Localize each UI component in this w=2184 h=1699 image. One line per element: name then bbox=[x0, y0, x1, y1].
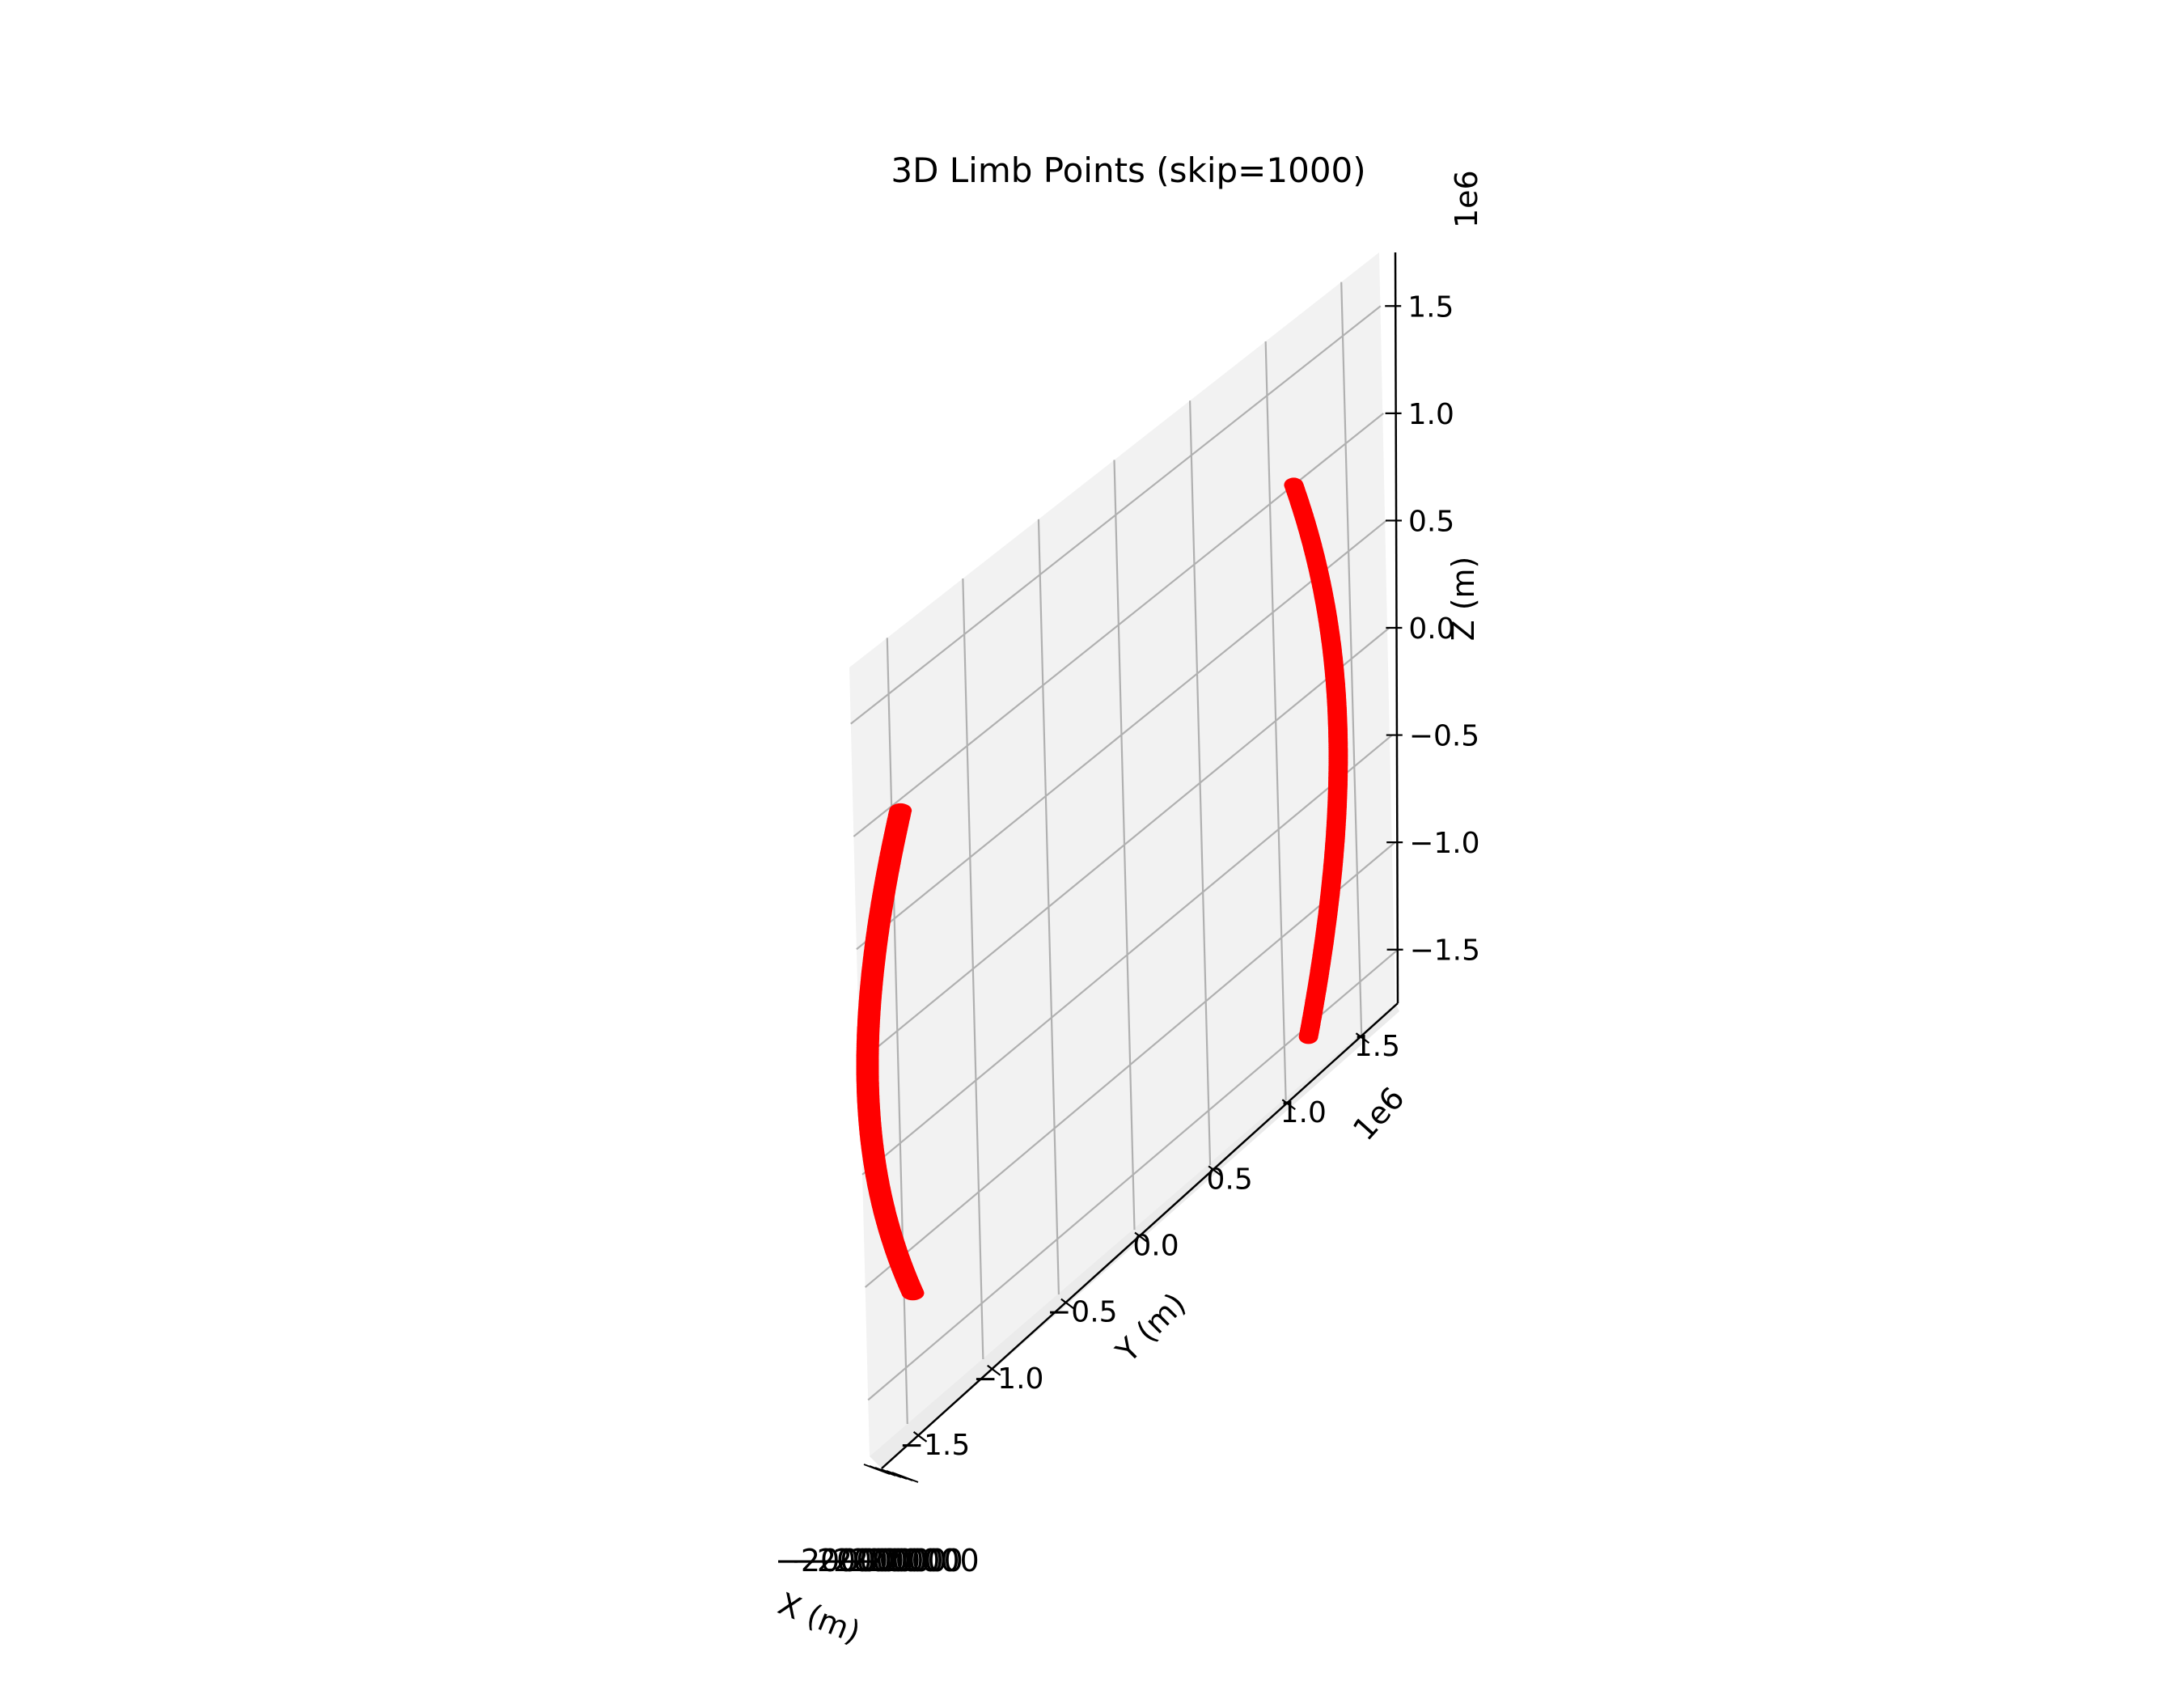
y-tick-label-0: −1.5 bbox=[899, 1429, 970, 1462]
x-tick-mark-5 bbox=[891, 1472, 919, 1483]
x-tick-label-0: −20000 bbox=[775, 1543, 899, 1578]
grid-line-horizontal-3 bbox=[858, 627, 1390, 1063]
y-tick-label-5: 1.0 bbox=[1280, 1096, 1327, 1129]
z-tick-label-4: 0.5 bbox=[1408, 505, 1454, 538]
x-tick-label-3: −20000 bbox=[823, 1543, 947, 1578]
z-offset-text: 1e6 bbox=[1449, 170, 1484, 228]
z-axis-ticks: −1.5 −1.0 −0.5 0.0 0.5 1.0 1.5 bbox=[1385, 290, 1480, 968]
z-tick-label-3: 0.0 bbox=[1408, 612, 1454, 646]
y-axis-label: Y (m) bbox=[1108, 1286, 1192, 1370]
z-tick-label-5: 1.0 bbox=[1408, 398, 1454, 431]
back-pane bbox=[849, 252, 1395, 1456]
left-limb-point-260 bbox=[901, 1286, 925, 1301]
grid-line-horizontal-4 bbox=[856, 519, 1387, 951]
y-tick-label-4: 0.5 bbox=[1207, 1163, 1253, 1196]
scatter-points bbox=[856, 477, 1348, 1301]
y-tick-mark-5 bbox=[1281, 1099, 1296, 1111]
grid-line-horizontal-6 bbox=[850, 305, 1382, 725]
grid-line-horizontal-1 bbox=[864, 841, 1396, 1288]
z-tick-label-6: 1.5 bbox=[1407, 290, 1454, 324]
x-tick-label-5: −20000 bbox=[856, 1543, 980, 1578]
x-axis: −20000−20000−20000−20000−20000−20000 bbox=[775, 1464, 980, 1578]
y-tick-label-3: 0.0 bbox=[1132, 1230, 1179, 1263]
z-tick-label-1: −1.0 bbox=[1409, 827, 1479, 860]
y-tick-mark-0 bbox=[912, 1431, 928, 1443]
x-axis-label: X (m) bbox=[773, 1586, 866, 1650]
x-tick-label-2: −20000 bbox=[807, 1543, 931, 1578]
y-axis-ticks: −1.5−1.0−0.5 0.0 0.5 1.0 1.5 bbox=[899, 1030, 1400, 1462]
right-limb-point-260 bbox=[1298, 1029, 1318, 1044]
y-tick-mark-4 bbox=[1208, 1165, 1222, 1177]
x-tick-label-4: −20000 bbox=[840, 1543, 963, 1578]
z-tick-label-0: −1.5 bbox=[1410, 934, 1480, 968]
y-tick-label-2: −0.5 bbox=[1047, 1296, 1117, 1329]
y-tick-mark-3 bbox=[1134, 1231, 1149, 1244]
z-tick-label-2: −0.5 bbox=[1409, 720, 1479, 753]
bottom-pane bbox=[870, 1003, 1399, 1468]
y-tick-mark-1 bbox=[987, 1364, 1001, 1376]
chart-title: 3D Limb Points (skip=1000) bbox=[891, 150, 1365, 190]
y-tick-label-1: −1.0 bbox=[973, 1362, 1043, 1396]
y-tick-label-6: 1.5 bbox=[1354, 1030, 1400, 1063]
z-axis-label: Z (m) bbox=[1445, 557, 1481, 642]
x-tick-label-1: −20000 bbox=[791, 1543, 915, 1578]
y-offset-text: 1e6 bbox=[1346, 1080, 1412, 1147]
y-tick-mark-6 bbox=[1355, 1032, 1370, 1044]
grid-line-horizontal-2 bbox=[861, 734, 1393, 1176]
y-tick-mark-2 bbox=[1060, 1298, 1075, 1310]
